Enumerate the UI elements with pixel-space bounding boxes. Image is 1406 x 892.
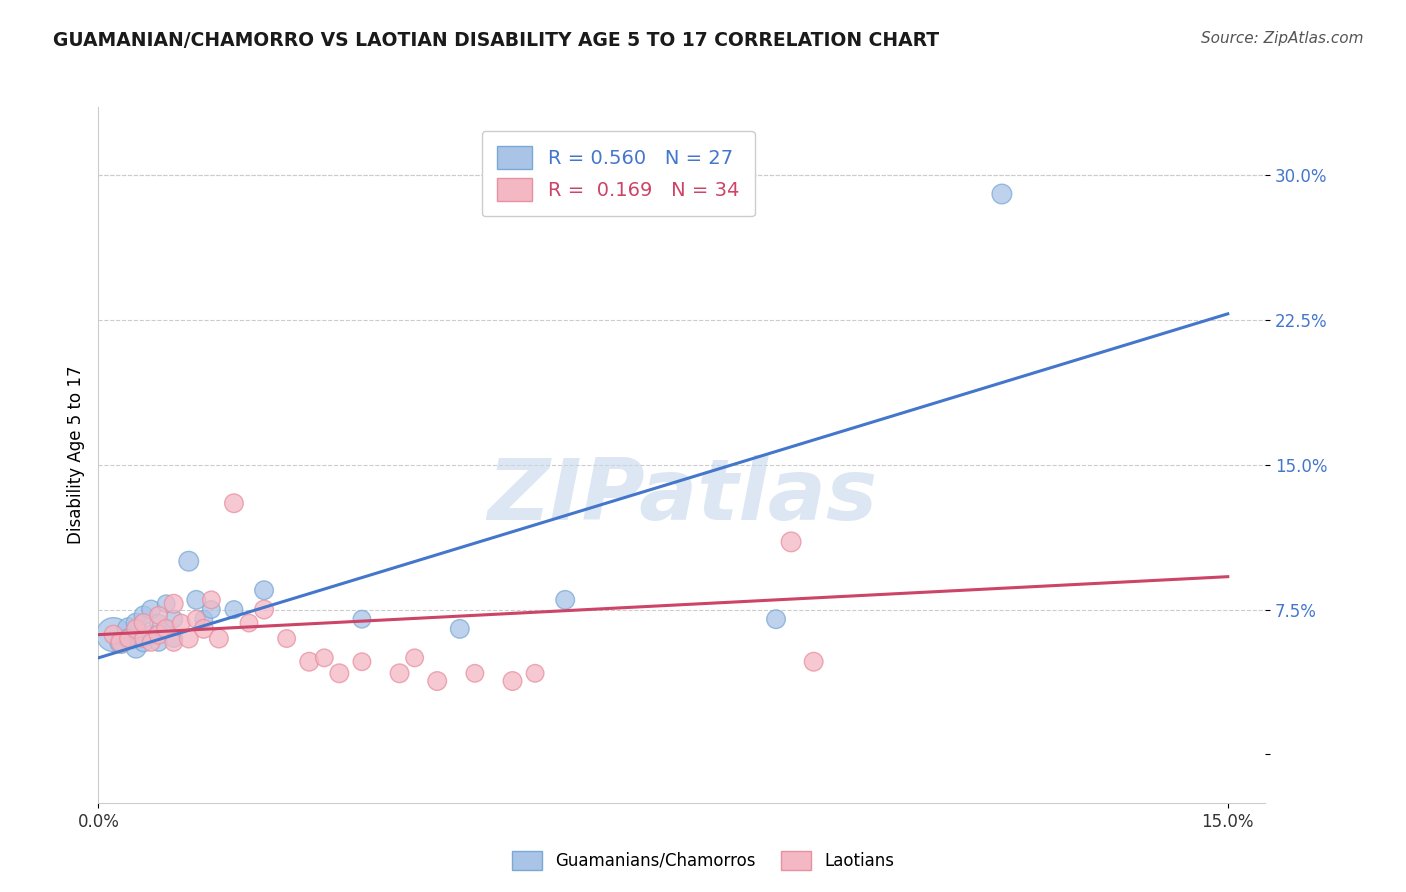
Point [765, 612, 787, 626]
Point [117, 622, 139, 636]
Point [139, 635, 162, 649]
Y-axis label: Disability Age 5 to 17: Disability Age 5 to 17 [66, 366, 84, 544]
Point [200, 602, 222, 616]
Point [163, 635, 186, 649]
Point [139, 628, 162, 642]
Point [170, 615, 193, 630]
Point [222, 602, 245, 616]
Point [155, 597, 177, 611]
Point [193, 612, 215, 626]
Point [803, 655, 825, 669]
Point [253, 602, 276, 616]
Point [148, 635, 170, 649]
Point [125, 622, 148, 636]
Point [208, 632, 231, 646]
Point [314, 651, 336, 665]
Point [524, 666, 547, 681]
Point [449, 622, 471, 636]
Point [163, 632, 186, 646]
Point [186, 612, 208, 626]
Point [148, 608, 170, 623]
Point [110, 635, 132, 649]
Point [502, 674, 524, 689]
Point [404, 651, 426, 665]
Point [253, 583, 276, 598]
Point [186, 592, 208, 607]
Point [200, 592, 222, 607]
Point [388, 666, 411, 681]
Point [163, 612, 186, 626]
Text: Source: ZipAtlas.com: Source: ZipAtlas.com [1201, 31, 1364, 46]
Point [780, 535, 803, 549]
Point [155, 622, 177, 636]
Point [426, 674, 449, 689]
Point [132, 632, 155, 646]
Point [177, 632, 200, 646]
Legend: R = 0.560   N = 27, R =  0.169   N = 34: R = 0.560 N = 27, R = 0.169 N = 34 [482, 130, 755, 217]
Point [110, 635, 132, 649]
Point [139, 602, 162, 616]
Point [991, 187, 1014, 202]
Point [554, 592, 576, 607]
Point [193, 622, 215, 636]
Point [132, 615, 155, 630]
Point [177, 554, 200, 568]
Point [132, 608, 155, 623]
Point [464, 666, 486, 681]
Point [222, 496, 245, 510]
Point [125, 641, 148, 656]
Point [155, 622, 177, 636]
Text: GUAMANIAN/CHAMORRO VS LAOTIAN DISABILITY AGE 5 TO 17 CORRELATION CHART: GUAMANIAN/CHAMORRO VS LAOTIAN DISABILITY… [53, 31, 939, 50]
Point [350, 612, 373, 626]
Point [163, 597, 186, 611]
Point [103, 628, 125, 642]
Point [276, 632, 298, 646]
Point [117, 632, 139, 646]
Point [125, 615, 148, 630]
Text: ZIPatlas: ZIPatlas [486, 455, 877, 538]
Point [298, 655, 321, 669]
Point [117, 632, 139, 646]
Point [238, 615, 260, 630]
Point [350, 655, 373, 669]
Point [132, 635, 155, 649]
Point [148, 615, 170, 630]
Point [103, 628, 125, 642]
Legend: Guamanians/Chamorros, Laotians: Guamanians/Chamorros, Laotians [505, 844, 901, 877]
Point [328, 666, 350, 681]
Point [148, 628, 170, 642]
